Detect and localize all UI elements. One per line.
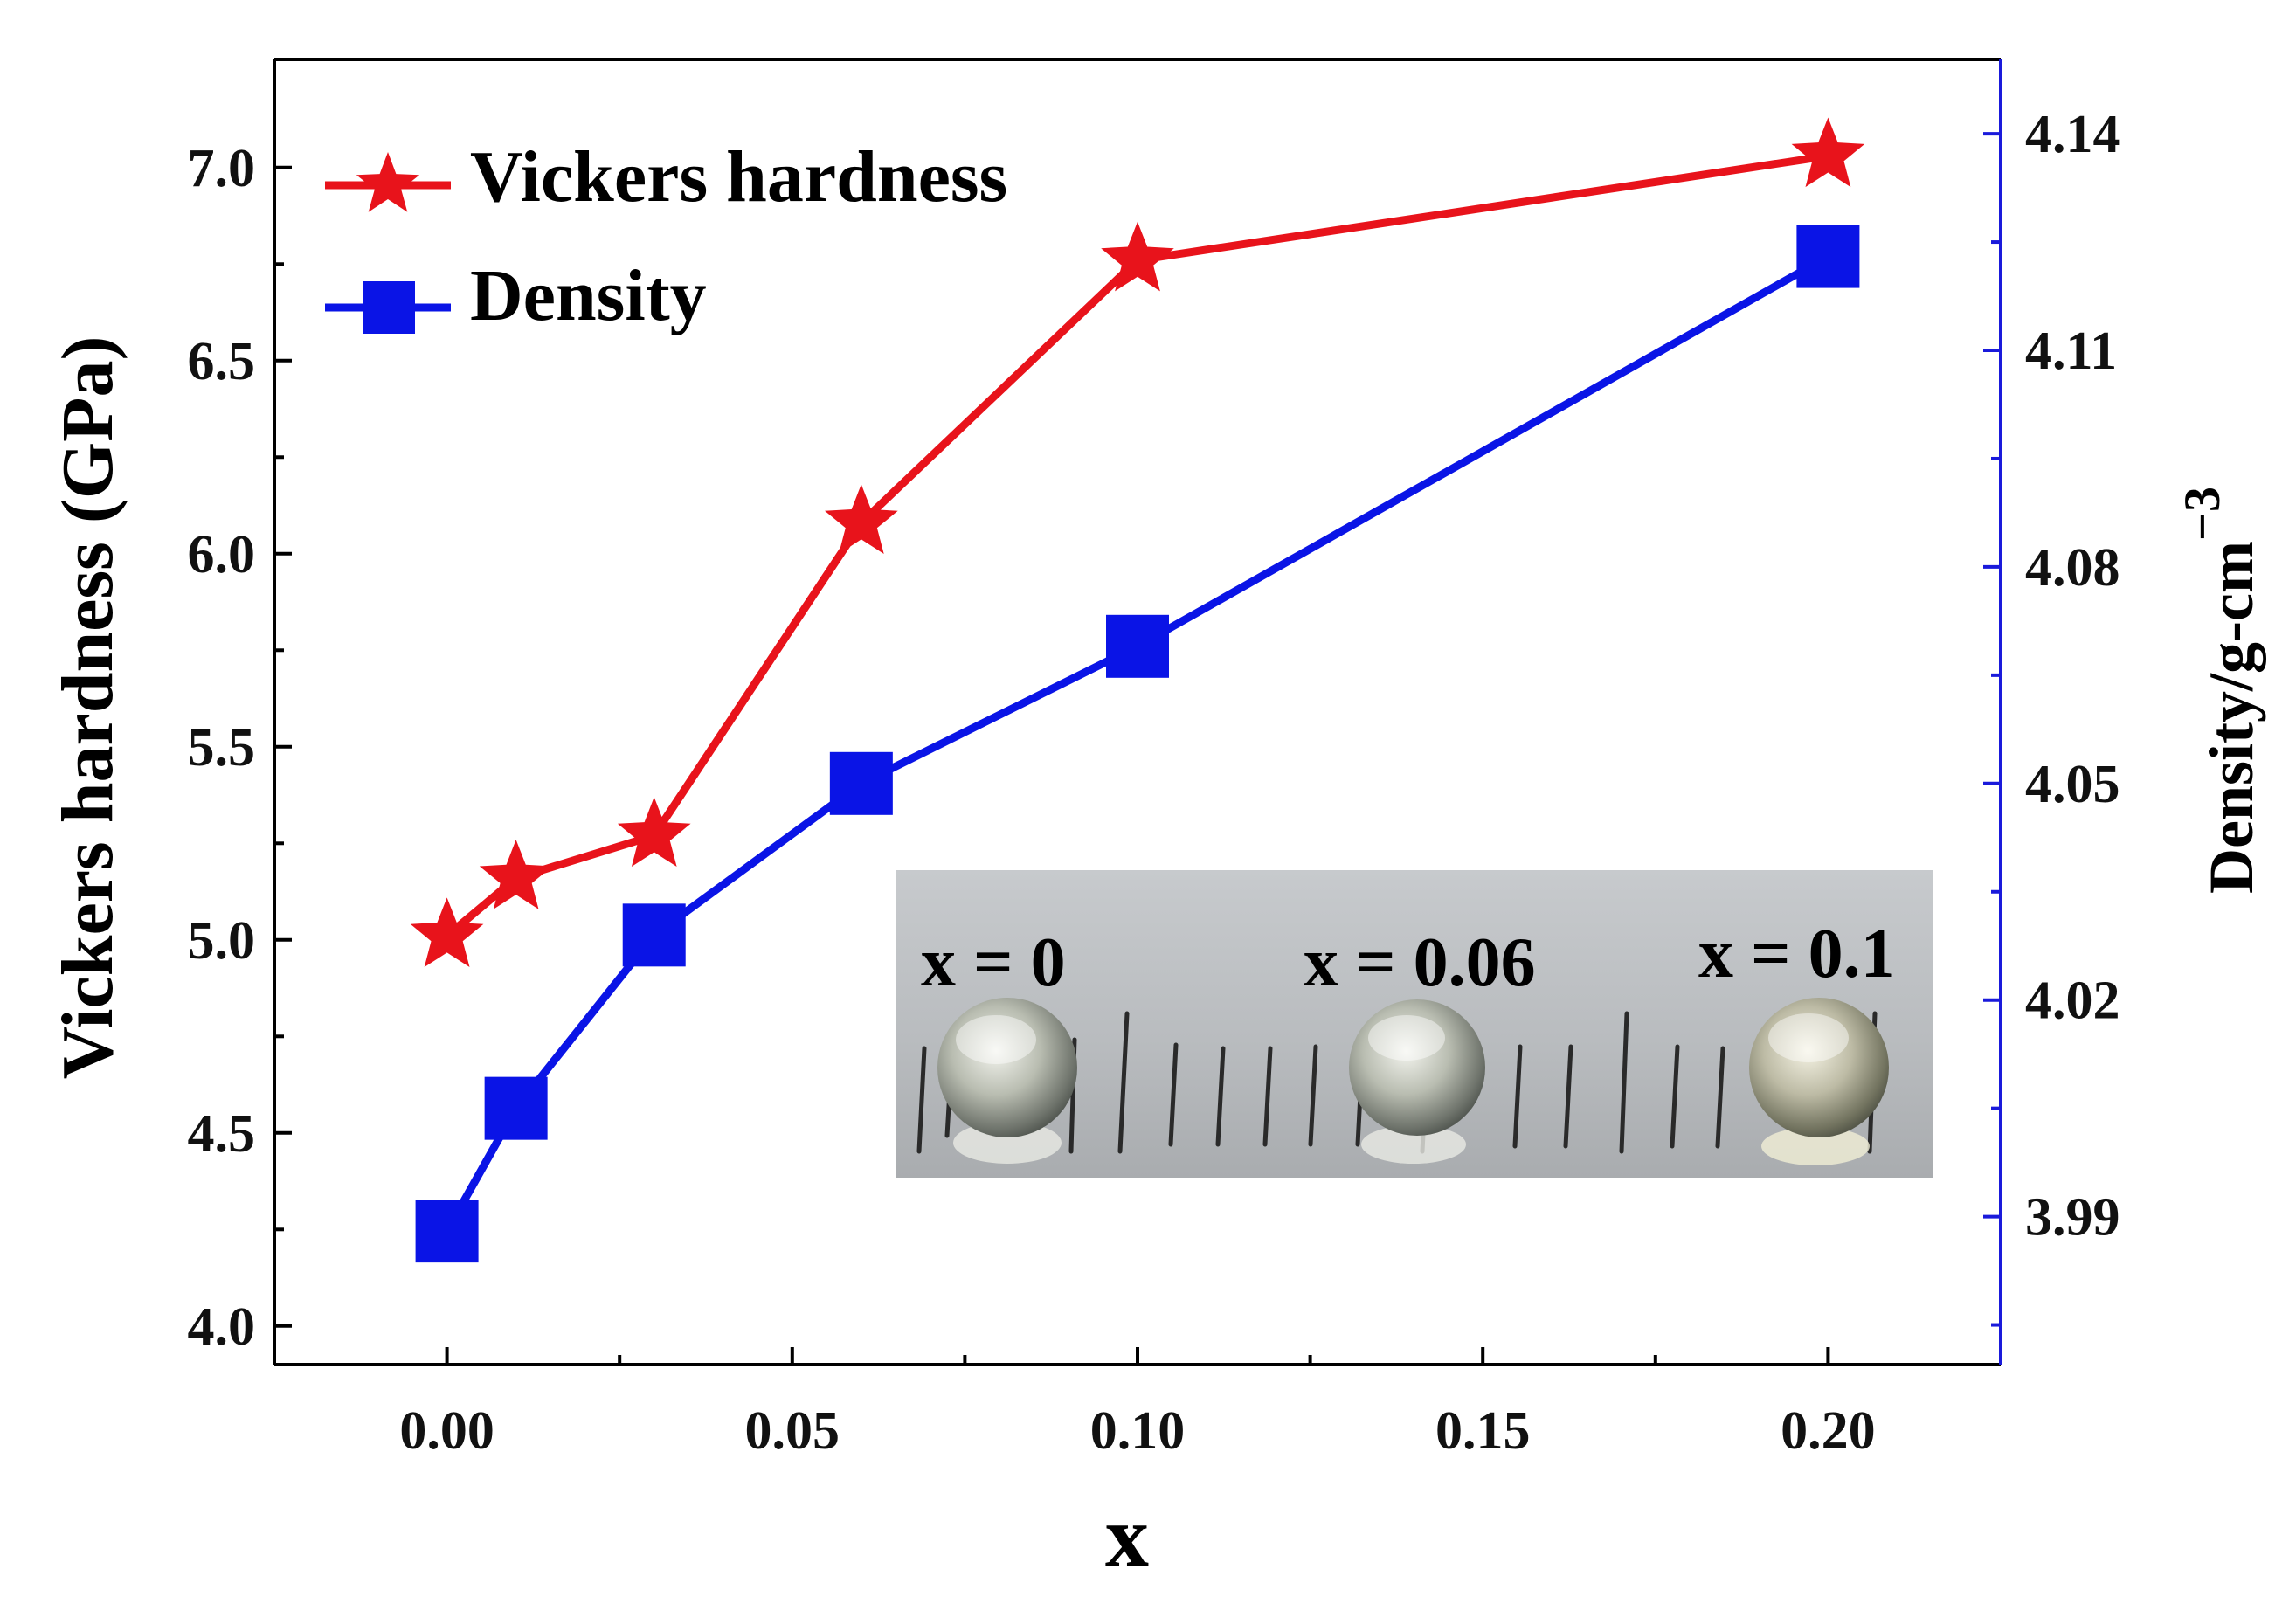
y-right-tick-label: 4.11 xyxy=(2025,321,2117,381)
sphere-reflection xyxy=(1761,1127,1870,1165)
sphere-highlight xyxy=(1368,1015,1445,1061)
hardness-star-marker xyxy=(1101,221,1174,292)
axis-ticks xyxy=(274,132,2001,1365)
legend-item-density: Density xyxy=(325,255,707,336)
sphere-highlight xyxy=(1768,1013,1849,1062)
ruler-mark xyxy=(1117,1011,1130,1154)
inset-sphere-2 xyxy=(1349,999,1485,1164)
sphere-reflection xyxy=(953,1122,1062,1164)
y-right-tick-label: 4.08 xyxy=(2025,538,2120,598)
ruler-mark xyxy=(1670,1044,1680,1149)
y-right-axis-title-superscript: −3 xyxy=(2174,487,2230,541)
ruler-mark xyxy=(1512,1044,1523,1149)
hardness-star-marker xyxy=(1791,117,1865,188)
sphere-body xyxy=(937,998,1077,1137)
inset-label: x = 0.06 xyxy=(1304,924,1536,1001)
sphere-highlight xyxy=(956,1015,1036,1064)
ruler-mark xyxy=(1619,1011,1629,1154)
inset-sphere-1 xyxy=(937,998,1077,1164)
series-vickers-hardness xyxy=(410,117,1865,967)
legend-hardness-label: Vickers hardness xyxy=(470,136,1007,218)
y-right-axis-title-text: Density/g-cm−3 xyxy=(2174,487,2266,894)
ruler-mark xyxy=(1563,1044,1573,1149)
x-tick-label: 0.10 xyxy=(1090,1401,1186,1461)
y-left-tick-label: 6.0 xyxy=(188,525,256,584)
density-square-marker xyxy=(415,1200,479,1263)
ruler-mark xyxy=(1308,1044,1318,1147)
density-square-marker xyxy=(484,1076,548,1140)
y-left-tick-labels: 4.0 4.5 5.0 5.5 6.0 6.5 7.0 xyxy=(188,139,256,1357)
sphere-body xyxy=(1749,998,1889,1137)
inset-photo: x = 0 x = 0.06 x = 0.1 xyxy=(896,870,1933,1178)
y-right-tick-labels: 3.99 4.02 4.05 4.08 4.11 4.14 xyxy=(2025,105,2120,1247)
hardness-star-marker xyxy=(825,484,898,554)
sphere-body xyxy=(1349,999,1485,1136)
y-left-tick-label: 4.5 xyxy=(188,1104,256,1164)
inset-sphere-3 xyxy=(1749,998,1889,1165)
hardness-markers xyxy=(410,117,1865,967)
ruler-mark xyxy=(916,1046,927,1154)
y-left-tick-label: 5.0 xyxy=(188,911,256,971)
density-square-marker xyxy=(622,903,686,967)
hardness-star-marker xyxy=(410,897,484,967)
legend-density-label: Density xyxy=(470,255,707,336)
inset-label: x = 0.1 xyxy=(1698,916,1896,992)
sphere-reflection xyxy=(1361,1125,1466,1164)
x-tick-label: 0.05 xyxy=(745,1401,840,1461)
legend: Vickers hardness Density xyxy=(325,136,1007,336)
y-right-axis-title: Density/g-cm−3 xyxy=(2174,487,2266,894)
series-density xyxy=(415,225,1860,1263)
density-square-marker xyxy=(829,751,893,815)
density-markers xyxy=(415,225,1860,1263)
y-right-tick-label: 4.02 xyxy=(2025,971,2120,1031)
y-left-tick-label: 5.5 xyxy=(188,718,256,778)
y-left-tick-label: 6.5 xyxy=(188,332,256,391)
density-square-marker xyxy=(1106,614,1169,678)
y-right-axis-title-main: Density/g-cm xyxy=(2196,541,2266,894)
y-left-tick-label: 7.0 xyxy=(188,139,256,198)
density-square-marker xyxy=(1796,225,1860,288)
hardness-star-marker xyxy=(617,797,691,867)
y-left-tick-label: 4.0 xyxy=(188,1297,256,1357)
legend-hardness-star-marker xyxy=(356,152,420,212)
ruler-mark xyxy=(1715,1046,1725,1149)
hardness-star-marker xyxy=(479,840,553,909)
inset-label: x = 0 xyxy=(921,924,1066,1001)
y-right-tick-label: 3.99 xyxy=(2025,1188,2120,1248)
y-right-tick-label: 4.14 xyxy=(2025,105,2120,164)
y-left-axis-title: Vickers hardness (GPa) xyxy=(47,336,128,1080)
ruler-mark xyxy=(1168,1042,1179,1147)
x-tick-label: 0.00 xyxy=(399,1401,494,1461)
y-right-tick-label: 4.05 xyxy=(2025,755,2120,814)
ruler-mark xyxy=(1215,1046,1226,1147)
x-tick-label: 0.15 xyxy=(1435,1401,1531,1461)
x-axis-title: x xyxy=(1105,1488,1149,1585)
legend-item-hardness: Vickers hardness xyxy=(325,136,1007,218)
x-tick-label: 0.20 xyxy=(1781,1401,1876,1461)
legend-density-square-marker xyxy=(363,281,415,334)
x-tick-labels: 0.00 0.05 0.10 0.15 0.20 xyxy=(399,1401,1875,1461)
ruler-mark xyxy=(1262,1046,1273,1147)
